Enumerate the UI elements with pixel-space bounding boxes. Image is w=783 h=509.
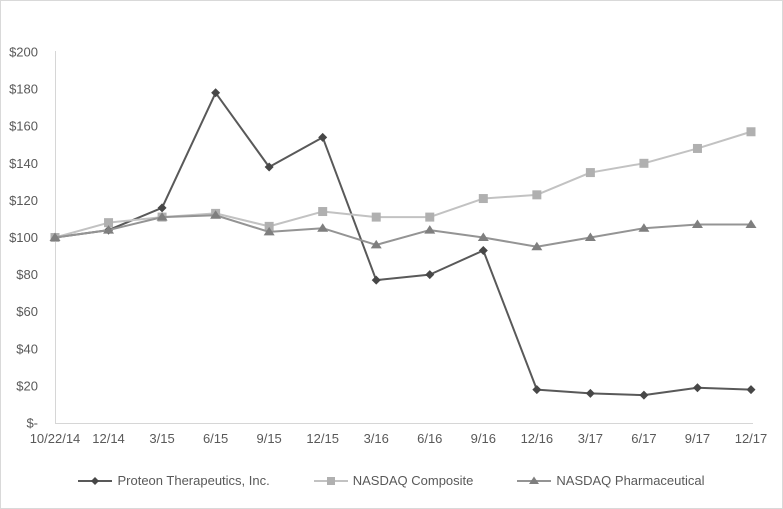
series-line-0 — [54, 91, 752, 397]
series-line-2 — [54, 214, 751, 248]
x-axis-tick-label: 9/16 — [471, 431, 496, 446]
series-0-marker — [478, 245, 488, 255]
y-axis-tick-label: $160 — [9, 119, 38, 134]
x-axis-tick-label: 3/15 — [149, 431, 174, 446]
x-axis-tick-label: 12/16 — [521, 431, 554, 446]
legend-label-nasdaq-composite: NASDAQ Composite — [352, 473, 474, 488]
y-axis-tick-label: $120 — [9, 193, 38, 208]
series-2-marker — [531, 241, 543, 251]
series-1-marker — [692, 143, 702, 153]
series-1-marker — [585, 168, 595, 178]
series-1-marker — [264, 221, 274, 231]
series-1-marker — [746, 127, 756, 137]
y-axis-tick-label: $60 — [16, 304, 38, 319]
y-axis-tick-label: $20 — [16, 378, 38, 393]
series-2-marker — [317, 223, 329, 232]
triangle-marker-icon — [517, 476, 552, 484]
series-2-marker — [49, 232, 61, 241]
series-2-marker — [745, 219, 757, 229]
series-2-marker — [691, 219, 703, 229]
series-0-marker — [532, 385, 542, 395]
y-axis-tick-label: $80 — [16, 267, 38, 282]
legend-swatch-marker — [529, 476, 540, 484]
series-2-marker — [156, 212, 168, 221]
series-0-marker — [746, 385, 756, 395]
series-0-marker — [585, 388, 595, 398]
legend-item-nasdaq-composite: NASDAQ Composite — [313, 473, 474, 488]
series-1-marker — [318, 207, 328, 217]
x-axis-tick-label: 12/14 — [92, 431, 125, 446]
series-0-marker — [211, 88, 221, 98]
series-1-marker — [104, 218, 114, 228]
x-axis-tick-label: 6/17 — [631, 431, 656, 446]
legend-item-nasdaq-pharmaceutical: NASDAQ Pharmaceutical — [517, 473, 705, 488]
series-1-marker — [425, 212, 435, 222]
series-2-marker — [103, 225, 115, 234]
series-1-marker — [532, 190, 542, 200]
square-marker-icon — [313, 476, 348, 485]
y-axis-tick-label: $180 — [9, 82, 38, 97]
x-axis-tick-label: 12/17 — [735, 431, 768, 446]
series-1-marker — [639, 158, 649, 168]
legend-label-proteon-therapeutics: Proteon Therapeutics, Inc. — [117, 473, 270, 488]
x-axis-tick-label: 12/15 — [306, 431, 339, 446]
chart-legend: Proteon Therapeutics, Inc. NASDAQ Compos… — [1, 453, 782, 508]
x-axis-tick-label: 6/15 — [203, 431, 228, 446]
chart-plot-area: $- $20 $40 $60 $80 $100 $120 $140 $160 $180 $200 10… — [9, 45, 768, 447]
series-0-marker — [157, 203, 167, 213]
legend-swatch-marker — [91, 476, 100, 485]
x-axis-tick-label: 9/15 — [256, 431, 281, 446]
series-2-marker — [424, 225, 436, 234]
series-2-marker — [210, 210, 222, 219]
series-1-marker — [478, 194, 488, 204]
x-axis-tick-label: 3/17 — [578, 431, 603, 446]
series-0-marker — [371, 275, 381, 285]
series-2-marker — [370, 239, 382, 249]
x-axis-tick-label: 6/16 — [417, 431, 442, 446]
y-axis-tick-label: $140 — [9, 156, 38, 171]
y-axis-tick-label: $100 — [9, 230, 38, 245]
y-axis-tick-label: $200 — [9, 45, 38, 60]
series-0-marker — [318, 132, 328, 142]
series-2-marker — [477, 232, 489, 241]
x-axis-tick-label: 9/17 — [685, 431, 710, 446]
series-2-marker — [263, 226, 275, 236]
y-axis-tick-label: $- — [26, 416, 38, 431]
series-0-marker — [425, 270, 435, 280]
series-line-1 — [54, 130, 752, 239]
series-0-marker — [264, 162, 274, 172]
y-axis-tick-label: $40 — [16, 341, 38, 356]
diamond-marker-icon — [78, 476, 113, 485]
legend-item-proteon-therapeutics: Proteon Therapeutics, Inc. — [78, 473, 270, 488]
x-axis-tick-label: 10/22/14 — [30, 431, 81, 446]
series-0-marker — [692, 383, 702, 393]
series-2-marker — [638, 223, 650, 232]
series-0-marker — [639, 390, 649, 400]
legend-swatch-marker — [326, 476, 335, 485]
legend-label-nasdaq-pharmaceutical: NASDAQ Pharmaceutical — [556, 473, 705, 488]
x-axis-tick-label: 3/16 — [364, 431, 389, 446]
series-2-marker — [584, 232, 596, 241]
series-1-marker — [371, 212, 381, 222]
